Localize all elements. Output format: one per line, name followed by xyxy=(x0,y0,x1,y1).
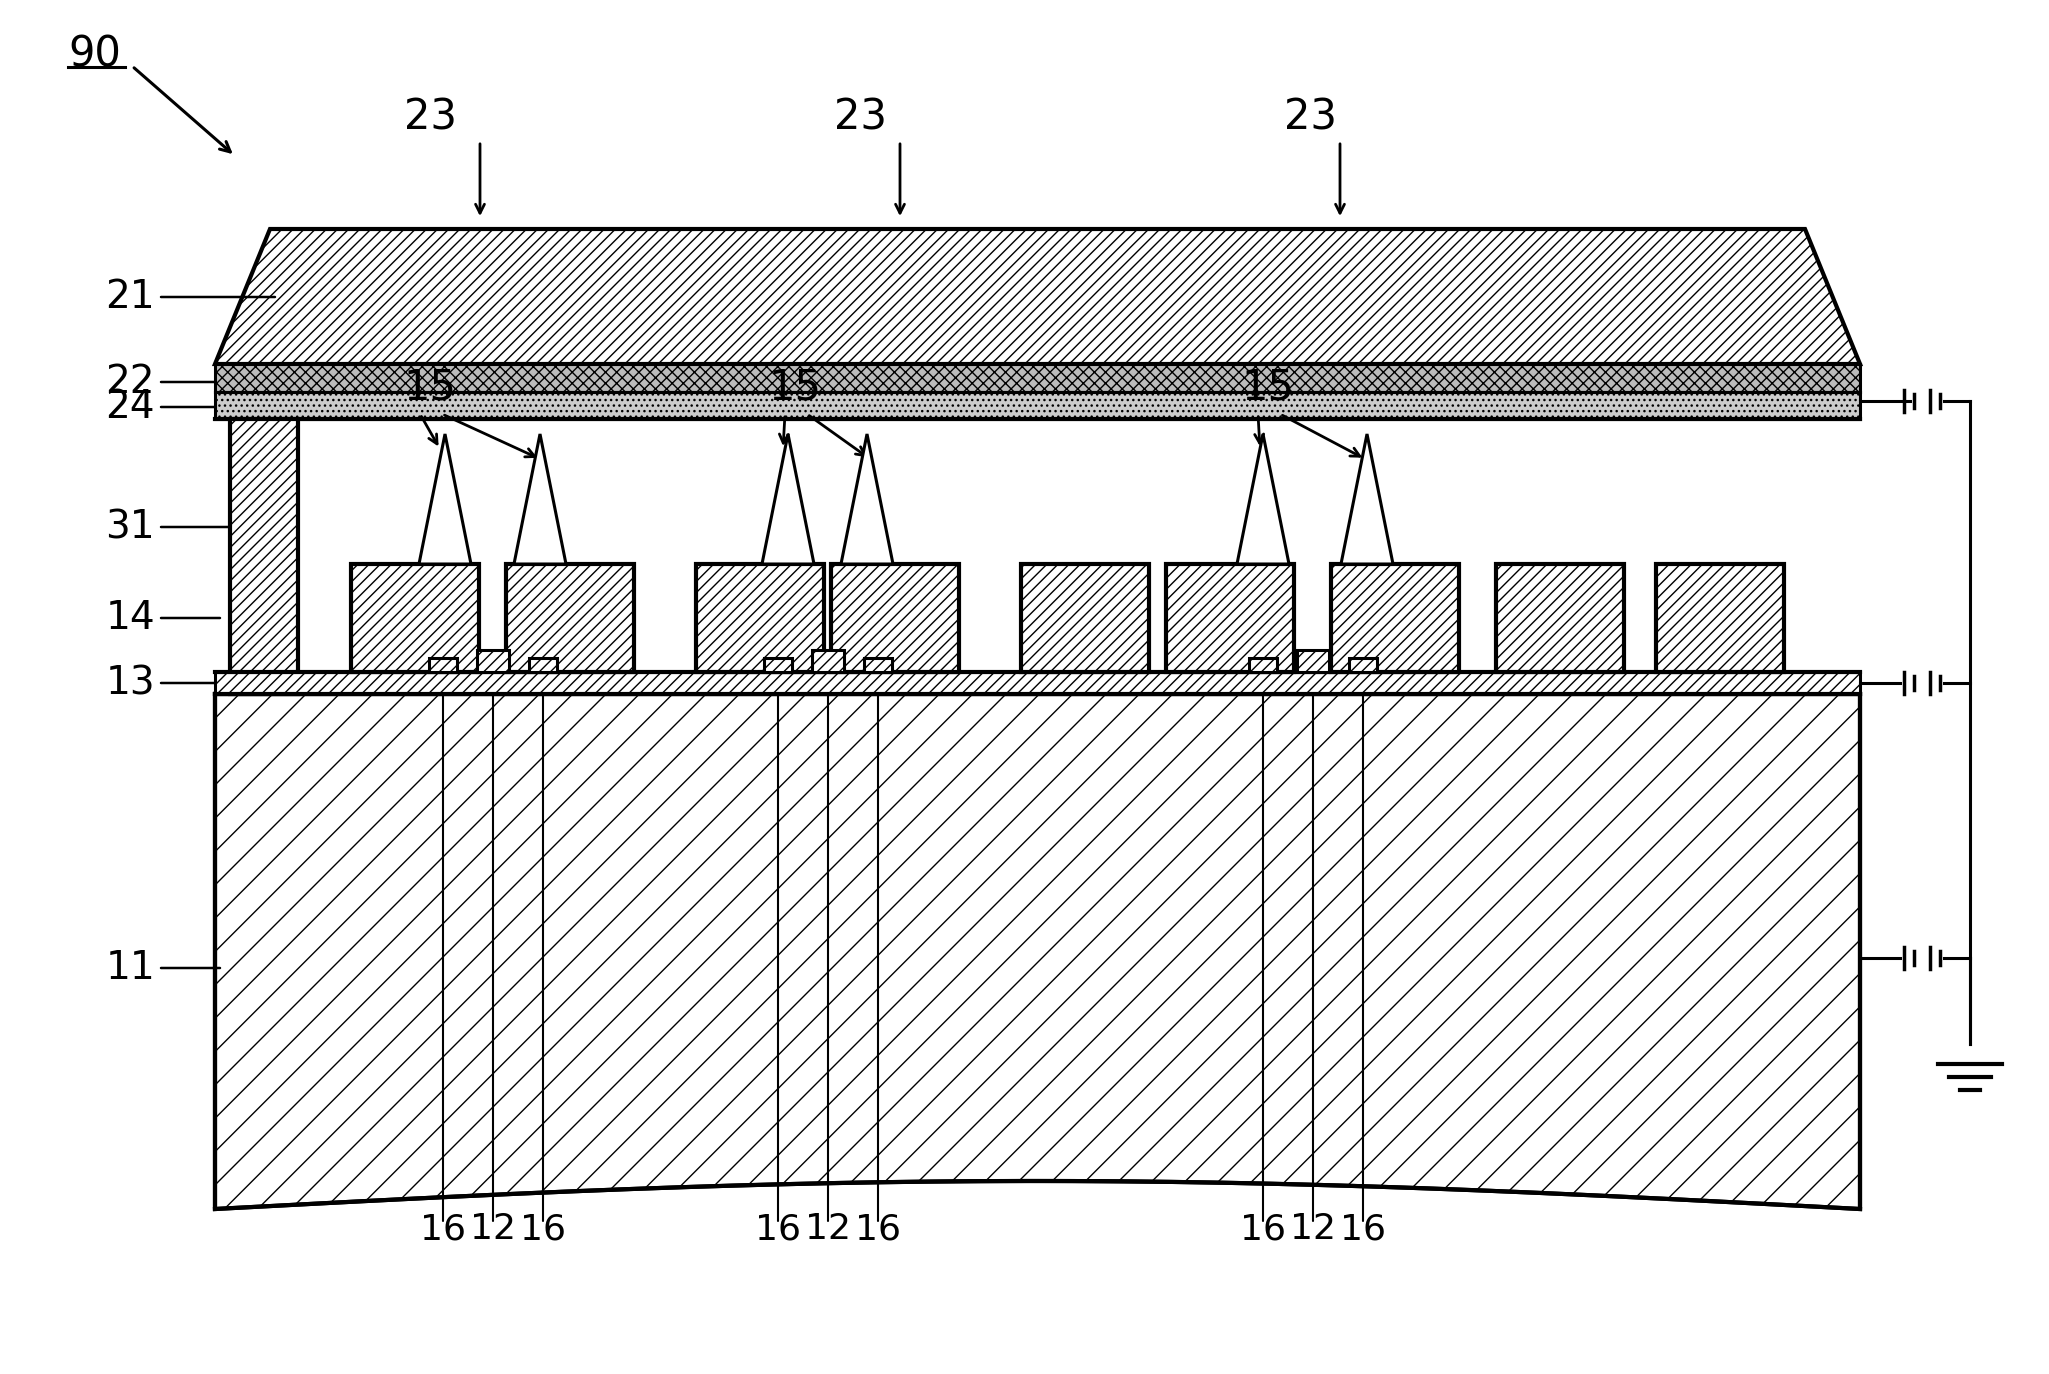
Polygon shape xyxy=(418,434,471,563)
Text: 12: 12 xyxy=(805,1212,850,1246)
Bar xyxy=(1297,650,1330,672)
Bar xyxy=(529,658,557,672)
Bar xyxy=(1656,563,1785,672)
Text: 31: 31 xyxy=(104,508,156,545)
Bar xyxy=(865,658,891,672)
Bar xyxy=(1020,563,1149,672)
Text: 16: 16 xyxy=(420,1212,465,1246)
Bar xyxy=(428,658,457,672)
Polygon shape xyxy=(1340,434,1393,563)
Text: 16: 16 xyxy=(1340,1212,1385,1246)
Polygon shape xyxy=(215,392,1860,419)
Text: 14: 14 xyxy=(104,599,156,638)
Text: 15: 15 xyxy=(1242,365,1295,408)
Bar xyxy=(1250,658,1277,672)
Text: 23: 23 xyxy=(1283,96,1336,137)
Text: 23: 23 xyxy=(834,96,887,137)
Text: 12: 12 xyxy=(469,1212,516,1246)
Polygon shape xyxy=(514,434,566,563)
Text: 15: 15 xyxy=(404,365,457,408)
Text: 90: 90 xyxy=(68,33,121,76)
Polygon shape xyxy=(215,229,1860,364)
Text: 16: 16 xyxy=(754,1212,801,1246)
Bar xyxy=(1496,563,1625,672)
Text: 11: 11 xyxy=(104,949,156,987)
Text: 22: 22 xyxy=(104,363,156,401)
Bar xyxy=(764,658,793,672)
Text: 13: 13 xyxy=(104,664,156,702)
Bar xyxy=(1332,563,1459,672)
Bar xyxy=(1348,658,1377,672)
Bar xyxy=(811,650,844,672)
Bar xyxy=(350,563,479,672)
Polygon shape xyxy=(215,364,1860,392)
Polygon shape xyxy=(840,434,893,563)
Bar xyxy=(1166,563,1295,672)
Bar xyxy=(229,419,297,694)
Text: 16: 16 xyxy=(854,1212,902,1246)
Polygon shape xyxy=(1238,434,1289,563)
Bar xyxy=(506,563,633,672)
Bar xyxy=(697,563,824,672)
Text: 23: 23 xyxy=(404,96,457,137)
Text: 16: 16 xyxy=(1240,1212,1287,1246)
Bar xyxy=(215,672,1860,694)
Bar xyxy=(832,563,959,672)
Text: 24: 24 xyxy=(104,387,156,426)
Text: 16: 16 xyxy=(520,1212,566,1246)
Text: 15: 15 xyxy=(768,365,822,408)
Polygon shape xyxy=(215,694,1860,1209)
Text: 12: 12 xyxy=(1291,1212,1336,1246)
Text: 21: 21 xyxy=(104,278,156,316)
Bar xyxy=(477,650,508,672)
Polygon shape xyxy=(762,434,813,563)
